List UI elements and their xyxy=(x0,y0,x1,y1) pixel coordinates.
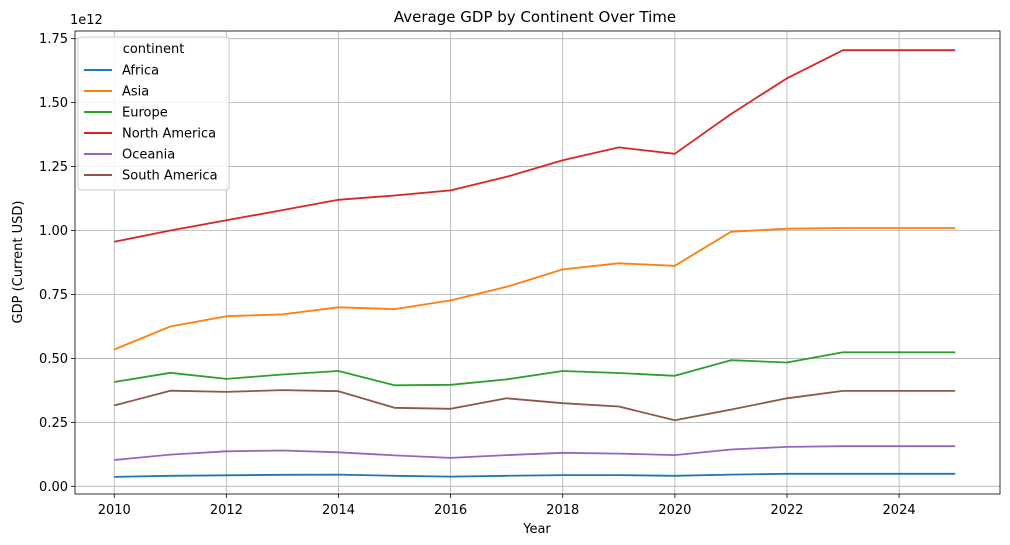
legend-label-europe: Europe xyxy=(122,106,168,121)
y-tick-label: 0.25 xyxy=(39,416,68,431)
legend-label-oceania: Oceania xyxy=(122,148,175,163)
x-tick-label: 2024 xyxy=(883,503,916,518)
legend-box xyxy=(77,36,230,191)
axis-ticks: 2010 2012 2014 2016 2018 2020 2022 2024 0.00 0.25… xyxy=(39,32,916,518)
series-line-europe xyxy=(114,351,956,387)
series-line-oceania xyxy=(114,445,956,461)
y-tick-label: 0.50 xyxy=(39,352,68,367)
series-lines xyxy=(113,49,956,478)
x-tick-label: 2018 xyxy=(546,503,579,518)
chart-title: Average GDP by Continent Over Time xyxy=(394,8,676,26)
x-tick-label: 2016 xyxy=(434,503,467,518)
x-tick-label: 2020 xyxy=(658,503,691,518)
legend-label-south-america: South America xyxy=(122,169,218,184)
x-tick-label: 2012 xyxy=(210,503,243,518)
series-line-north-america xyxy=(114,49,956,243)
x-tick-label: 2022 xyxy=(770,503,803,518)
x-tick-label: 2014 xyxy=(322,503,355,518)
y-axis-title: GDP (Current USD) xyxy=(11,201,26,324)
y-tick-label: 1.25 xyxy=(39,160,68,175)
x-tick-label: 2010 xyxy=(98,503,131,518)
series-line-asia xyxy=(113,227,956,351)
series-line-africa xyxy=(114,472,956,478)
legend-label-north-america: North America xyxy=(122,127,216,142)
y-tick-label: 1.00 xyxy=(39,224,68,239)
legend: continent Africa Asia Europe North America Oc… xyxy=(77,36,230,191)
y-tick-label: 0.75 xyxy=(39,288,68,303)
y-tick-label: 0.00 xyxy=(39,480,68,495)
legend-label-asia: Asia xyxy=(122,85,149,100)
y-tick-label: 1.75 xyxy=(39,32,68,47)
x-axis-title: Year xyxy=(522,522,551,537)
grid xyxy=(75,31,1000,494)
y-offset-label: 1e12 xyxy=(70,13,103,28)
legend-label-africa: Africa xyxy=(122,64,159,79)
plot-frame xyxy=(74,30,1001,495)
y-tick-label: 1.50 xyxy=(39,96,68,111)
legend-title: continent xyxy=(123,42,185,57)
series-line-south-america xyxy=(113,389,956,422)
